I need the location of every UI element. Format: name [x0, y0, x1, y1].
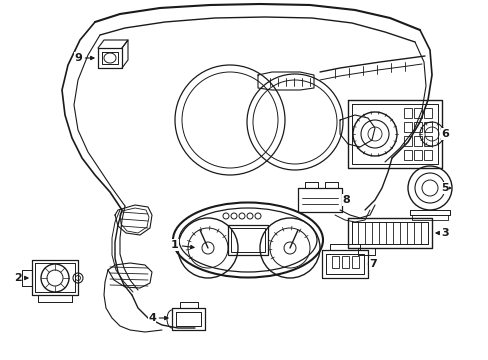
Text: 3: 3 — [435, 228, 448, 238]
Bar — [423, 150, 431, 160]
Text: 1: 1 — [171, 240, 194, 250]
Bar — [227, 225, 267, 255]
Bar — [403, 122, 411, 132]
Bar — [403, 136, 411, 146]
Bar — [403, 108, 411, 118]
Bar — [341, 256, 348, 268]
Bar — [413, 108, 421, 118]
Bar — [413, 122, 421, 132]
Bar — [403, 150, 411, 160]
Text: 4: 4 — [148, 313, 168, 323]
Text: 5: 5 — [440, 183, 450, 193]
Bar — [331, 256, 338, 268]
Bar — [230, 228, 264, 252]
Bar — [423, 136, 431, 146]
Text: 2: 2 — [14, 273, 28, 283]
Text: 9: 9 — [74, 53, 94, 63]
Bar — [413, 136, 421, 146]
Bar — [413, 150, 421, 160]
Text: 7: 7 — [368, 259, 376, 269]
Bar — [351, 256, 358, 268]
Text: 8: 8 — [342, 195, 349, 205]
Bar — [423, 122, 431, 132]
Bar — [423, 108, 431, 118]
Text: 6: 6 — [440, 129, 448, 139]
